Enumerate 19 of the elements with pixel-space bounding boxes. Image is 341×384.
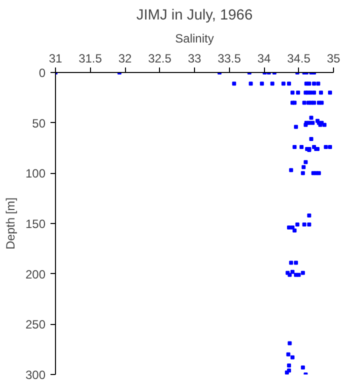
- y-tick-label: 200: [25, 267, 46, 282]
- y-tick-label: 150: [25, 217, 46, 231]
- x-tick-label: 34.5: [287, 52, 311, 66]
- x-tick-label: 31.5: [78, 52, 102, 66]
- y-tick-label: 50: [32, 116, 46, 130]
- chart-title: JIMJ in July, 1966: [136, 8, 253, 24]
- x-tick-label: 31: [48, 52, 62, 66]
- x-tick-label: 34: [257, 52, 271, 66]
- y-tick-label: 0: [38, 66, 46, 80]
- x-axis-title: Salinity: [175, 32, 214, 46]
- y-tick-label: 300: [25, 368, 46, 382]
- x-tick-label: 32: [118, 52, 132, 66]
- x-tick-label: 35: [326, 52, 340, 66]
- y-tick-label: 100: [25, 166, 46, 181]
- y-axis-title: Depth [m]: [3, 197, 18, 250]
- y-tick-label: 250: [25, 318, 46, 332]
- x-tick-label: 32.5: [148, 52, 172, 66]
- x-tick-label: 33: [188, 52, 202, 66]
- x-tick-label: 33.5: [218, 52, 242, 66]
